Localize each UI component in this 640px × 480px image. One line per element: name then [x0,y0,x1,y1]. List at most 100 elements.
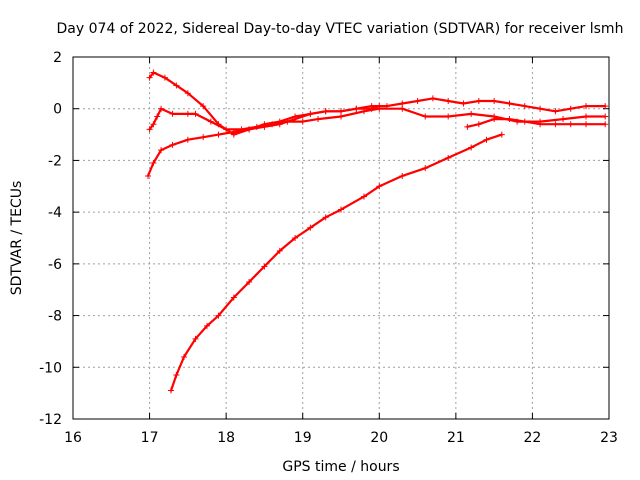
series-satellite-1 [146,69,609,138]
y-axis-label: SDTVAR / TECUs [9,181,25,296]
series-line [466,117,607,128]
data-point [145,172,152,179]
data-point [475,97,482,104]
data-point [146,74,153,81]
x-tick-label: 20 [370,430,388,446]
data-point [399,172,406,179]
data-point [169,110,176,117]
series-satellite-3 [145,103,383,179]
data-point [204,322,210,329]
data-point [422,165,429,172]
data-point [192,335,199,342]
data-point [552,108,559,115]
tick-labels: 16 17 18 19 20 21 22 23 -12 -10 -8 -6 -4 -2 0 2 [39,50,618,446]
data-point [414,97,421,104]
data-point [464,123,471,130]
y-tick-label: -10 [39,360,62,376]
data-point [338,113,344,120]
y-tick-label: -2 [48,153,62,169]
data-point [399,100,406,107]
data-point [246,278,253,285]
data-point [567,121,574,128]
data-point [146,126,153,133]
data-point [376,103,383,110]
data-point [200,134,207,141]
data-point [230,128,237,135]
data-series [145,69,609,394]
data-point [445,154,452,161]
data-point [498,131,505,138]
data-point [602,121,609,128]
data-point [299,118,306,125]
data-point [181,353,188,360]
series-satellite-5 [168,131,505,394]
axis-ticks [72,56,610,420]
data-point [192,110,199,117]
data-point [150,69,157,76]
data-point [537,121,544,128]
data-point [491,116,498,123]
chart-title: Day 074 of 2022, Sidereal Day-to-day VTE… [57,21,624,37]
data-point [215,131,222,138]
data-point [602,113,609,120]
data-point [169,141,176,148]
data-point [583,113,590,120]
data-point [292,235,299,241]
data-point [583,103,590,110]
data-point [506,116,513,123]
plot-frame [72,56,610,420]
data-point [150,160,157,167]
x-tick-label: 17 [141,430,159,446]
x-tick-label: 19 [294,430,312,446]
data-point [491,97,498,104]
data-point [602,103,609,110]
series-line [148,107,607,131]
data-point [399,105,406,112]
data-point [261,123,268,130]
y-tick-label: 0 [53,102,62,118]
data-point [173,372,180,379]
data-point [368,105,375,112]
data-point [376,183,383,190]
data-point [560,116,567,123]
data-point [468,144,475,151]
data-point [276,121,283,128]
y-tick-label: -6 [48,257,62,273]
data-point [150,121,157,128]
data-point [567,105,574,112]
data-point [215,312,222,319]
series-line [169,133,503,392]
data-point [261,263,268,270]
data-point [246,126,253,133]
data-point [322,214,329,221]
data-point [422,113,429,120]
x-tick-label: 16 [64,430,82,446]
data-point [353,105,360,112]
x-axis-label: GPS time / hours [282,459,399,475]
data-point [521,118,528,125]
data-point [207,118,214,125]
data-point [445,97,452,104]
data-point [429,95,436,102]
data-point [338,206,344,213]
data-point [338,108,344,115]
data-point [184,110,191,117]
data-point [360,193,367,200]
x-tick-label: 23 [600,430,618,446]
y-tick-label: -8 [48,309,62,325]
data-point [158,147,165,154]
data-point [475,121,482,128]
data-point [460,100,467,107]
y-tick-label: -4 [48,205,62,221]
data-point [276,247,283,254]
y-tick-label: 2 [53,50,62,66]
data-point [552,121,559,128]
data-point [483,136,490,143]
series-satellite-4 [464,116,609,130]
data-point [506,100,513,107]
data-point [161,74,168,81]
data-point [583,121,590,128]
data-point [521,103,528,110]
data-point [223,126,230,133]
data-point [322,108,329,115]
